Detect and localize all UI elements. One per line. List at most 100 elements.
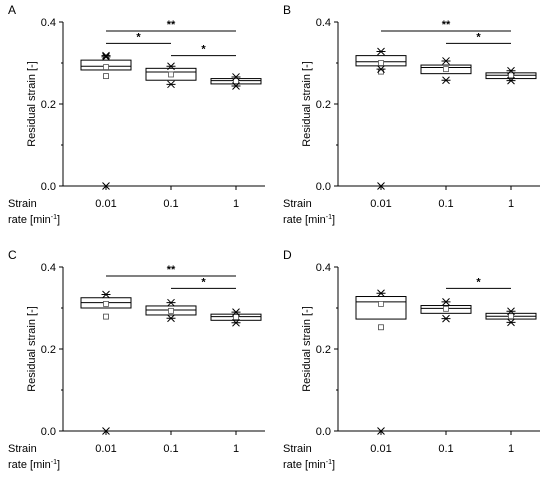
x-tick-label: 0.01 xyxy=(95,443,116,455)
x-axis-label-line1: Strain xyxy=(8,443,37,455)
extreme-marker xyxy=(377,182,385,190)
extreme-marker xyxy=(377,427,385,435)
x-tick-label: 0.01 xyxy=(370,443,391,455)
extreme-marker xyxy=(231,82,241,90)
x-axis-label-text: rate [min xyxy=(8,459,51,471)
y-axis-label: Residual strain [-] xyxy=(26,61,38,147)
panel-b: B 0.0 0.2 0.4 Residual strain [-] 0.01 0.1 1 Str… xyxy=(283,3,540,226)
x-tick-label: 1 xyxy=(508,443,514,455)
y-tick-label: 0.2 xyxy=(316,344,331,356)
x-axis-label-close: ] xyxy=(332,214,335,226)
outlier-marker xyxy=(103,313,109,320)
x-axis-label-text: rate [min xyxy=(283,459,326,471)
x-axis-label-line2: rate [min-1] xyxy=(283,214,335,226)
outlier-marker xyxy=(378,68,384,75)
panel-a: A 0.0 0.2 0.4 Residual strain [-] 0.01 0.1 1 Str… xyxy=(8,3,265,226)
extreme-marker xyxy=(376,289,386,298)
x-axis-label-sup: -1 xyxy=(326,459,332,466)
significance-label: * xyxy=(476,31,481,43)
x-axis-label-text: rate [min xyxy=(283,214,326,226)
x-tick-label: 0.1 xyxy=(438,198,453,210)
x-axis-label-line2: rate [min-1] xyxy=(283,459,335,471)
y-tick-label: 0.0 xyxy=(316,181,331,193)
y-tick-label: 0.2 xyxy=(41,344,56,356)
box-mean xyxy=(378,301,384,307)
box-mean xyxy=(103,64,109,70)
significance-label: * xyxy=(136,31,141,43)
box xyxy=(145,67,197,81)
extreme-marker xyxy=(101,290,111,299)
extreme-marker xyxy=(441,314,451,323)
x-axis-label-sup: -1 xyxy=(326,214,332,221)
x-axis-label-line2: rate [min-1] xyxy=(8,459,60,471)
x-tick-label: 1 xyxy=(508,198,514,210)
extreme-marker xyxy=(441,297,451,306)
box-mean xyxy=(443,305,449,312)
extreme-marker xyxy=(231,308,241,316)
x-tick-label: 0.1 xyxy=(163,443,178,455)
extreme-marker xyxy=(102,427,110,435)
box-mean xyxy=(508,72,514,79)
significance-label: * xyxy=(201,44,206,56)
box-mean xyxy=(233,314,239,320)
x-tick-label: 1 xyxy=(233,198,239,210)
y-tick-label: 0.0 xyxy=(41,426,56,438)
y-tick-label: 0.4 xyxy=(316,262,331,274)
extreme-marker xyxy=(506,66,516,75)
extreme-marker xyxy=(506,318,516,327)
panel-label: A xyxy=(8,3,16,17)
y-axis-label: Residual strain [-] xyxy=(301,306,313,392)
extreme-marker xyxy=(166,80,176,89)
y-tick-label: 0.4 xyxy=(41,17,56,29)
x-tick-label: 0.01 xyxy=(95,198,116,210)
panel-label: D xyxy=(283,248,292,262)
extreme-marker xyxy=(101,52,111,61)
extreme-marker xyxy=(102,182,110,190)
significance-label: * xyxy=(201,276,206,288)
box-mean xyxy=(443,66,449,73)
extreme-marker xyxy=(506,307,516,316)
y-axis-label: Residual strain [-] xyxy=(301,61,313,147)
y-tick-label: 0.0 xyxy=(41,181,56,193)
box-mean xyxy=(168,307,174,314)
x-axis-label-close: ] xyxy=(332,459,335,471)
x-axis-label-line1: Strain xyxy=(283,443,312,455)
x-tick-label: 0.1 xyxy=(438,443,453,455)
significance-label: ** xyxy=(167,19,176,31)
x-axis-label-line1: Strain xyxy=(283,198,312,210)
outlier-marker xyxy=(103,73,109,80)
extreme-marker xyxy=(166,314,176,323)
extreme-marker xyxy=(441,57,451,65)
box xyxy=(420,305,472,314)
x-axis-label-sup: -1 xyxy=(51,459,57,466)
x-axis-label-line1: Strain xyxy=(8,198,37,210)
y-tick-label: 0.4 xyxy=(41,262,56,274)
extreme-marker xyxy=(506,76,516,85)
box-mean xyxy=(233,78,239,84)
y-axis-label: Residual strain [-] xyxy=(26,306,38,392)
panel-c: C 0.0 0.2 0.4 Residual strain [-] 0.01 0.1 1 Str… xyxy=(8,248,265,471)
box-mean xyxy=(378,60,384,66)
x-tick-label: 0.1 xyxy=(163,198,178,210)
y-tick-label: 0.4 xyxy=(316,17,331,29)
extreme-marker xyxy=(166,298,176,307)
extreme-marker xyxy=(376,47,386,56)
panel-label: C xyxy=(8,248,17,262)
extreme-marker xyxy=(231,318,241,327)
y-tick-label: 0.0 xyxy=(316,426,331,438)
extreme-marker xyxy=(376,65,386,74)
box xyxy=(420,64,472,75)
y-tick-label: 0.2 xyxy=(41,99,56,111)
extreme-marker xyxy=(441,76,451,85)
outlier-marker xyxy=(378,324,384,331)
extreme-marker xyxy=(101,51,111,60)
x-tick-label: 1 xyxy=(233,443,239,455)
panel-d: D 0.0 0.2 0.4 Residual strain [-] 0.01 0.1 1 Str… xyxy=(283,248,540,471)
panel-label: B xyxy=(283,3,291,17)
extreme-marker xyxy=(166,62,176,71)
x-axis-label-close: ] xyxy=(57,459,60,471)
box-mean xyxy=(508,313,514,320)
y-tick-label: 0.2 xyxy=(316,99,331,111)
box xyxy=(355,296,407,320)
